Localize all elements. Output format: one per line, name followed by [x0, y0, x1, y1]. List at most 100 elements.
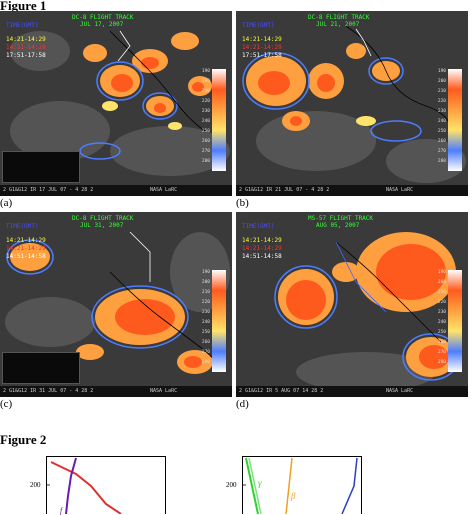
scale-tick-label: 240	[437, 119, 446, 124]
scale-tick-label: 280	[437, 159, 446, 164]
time-header: TIME(GMT)	[6, 22, 39, 29]
figure-1-label: Figure 1	[0, 0, 47, 13]
image-footer: 2 G1&G12 IR 17 JUL 07 - 4 28 2 NASA LaRC	[0, 185, 232, 196]
time-row-3: 14:51-14:58	[6, 253, 46, 260]
footer-left-text: 2 G1&G12 IR 5 AUG 07 14 28 2	[239, 388, 324, 394]
track-date: JUL 31, 2007	[80, 222, 124, 229]
scale-tick-label: 230	[201, 109, 210, 114]
track-title: DC-8 FLIGHT TRACK	[308, 14, 370, 21]
track-title: DC-8 FLIGHT TRACK	[72, 215, 134, 222]
tick-label-200: 200	[226, 481, 237, 489]
altitude-inset	[2, 151, 80, 183]
temperature-scale	[212, 69, 226, 171]
time-row-3: 17:51-17:58	[242, 52, 282, 59]
scale-tick-label: 280	[437, 360, 446, 365]
time-header: TIME(GMT)	[6, 223, 39, 230]
footer-left-text: 2 G1&G12 IR 17 JUL 07 - 4 28 2	[3, 187, 94, 193]
scale-tick-label: 190	[437, 270, 446, 275]
greek-gamma-label: γ	[258, 478, 262, 488]
scale-tick-label: 260	[201, 340, 210, 345]
scale-tick-label: 210	[437, 290, 446, 295]
scale-tick-label: 270	[201, 350, 210, 355]
greek-f-label: f	[60, 506, 63, 515]
greek-beta-label: β	[291, 491, 296, 501]
scale-tick-label: 280	[201, 360, 210, 365]
time-row-1: 14:21-14:29	[6, 36, 46, 43]
scale-tick-label: 260	[437, 139, 446, 144]
time-row-1: 14:21-14:29	[6, 237, 46, 244]
footer-right-text: NASA LaRC	[150, 388, 178, 394]
scale-tick-label: 200	[201, 280, 210, 285]
scale-tick-label: 190	[201, 69, 210, 74]
scale-tick-label: 200	[201, 79, 210, 84]
scale-tick-label: 270	[201, 149, 210, 154]
track-title: MS-57 FLIGHT TRACK	[308, 215, 374, 222]
satellite-image-b	[236, 11, 468, 196]
scale-tick-label: 230	[201, 310, 210, 315]
panel-b-label: (b)	[236, 197, 249, 209]
track-date: JUL 17, 2007	[80, 21, 124, 28]
altitude-inset	[2, 352, 80, 384]
scale-tick-label: 250	[437, 129, 446, 134]
temperature-scale	[448, 69, 462, 171]
time-row-3: 17:51-17:58	[6, 52, 46, 59]
temperature-scale	[212, 270, 226, 372]
scale-tick-label: 210	[437, 89, 446, 94]
time-row-1: 14:21-14:29	[242, 36, 282, 43]
scale-tick-label: 230	[437, 310, 446, 315]
satellite-panel-a: DC-8 FLIGHT TRACK JUL 17, 2007 TIME(GMT)…	[0, 11, 232, 196]
scale-tick-label: 210	[201, 89, 210, 94]
time-row-1: 14:21-14:29	[242, 237, 282, 244]
scale-tick-label: 220	[437, 300, 446, 305]
time-row-2: 14:21-14:29	[242, 245, 282, 252]
temperature-scale	[448, 270, 462, 372]
scale-tick-label: 220	[437, 99, 446, 104]
scale-tick-label: 230	[437, 109, 446, 114]
footer-left-text: 2 G1&G12 IR 31 JUL 07 - 4 28 2	[3, 388, 94, 394]
scale-tick-label: 250	[437, 330, 446, 335]
satellite-panel-c: DC-8 FLIGHT TRACK JUL 31, 2007 TIME(GMT)…	[0, 212, 232, 397]
profile-plot-right: 200 γ β	[226, 456, 362, 514]
satellite-image-d	[236, 212, 468, 397]
scale-tick-label: 260	[437, 340, 446, 345]
track-date: JUL 21, 2007	[316, 21, 360, 28]
panel-d-label: (d)	[236, 398, 249, 410]
satellite-panel-b: DC-8 FLIGHT TRACK JUL 21, 2007 TIME(GMT)…	[236, 11, 468, 196]
scale-tick-label: 200	[437, 280, 446, 285]
time-header: TIME(GMT)	[242, 22, 275, 29]
scale-tick-label: 220	[201, 99, 210, 104]
footer-right-text: NASA LaRC	[386, 388, 414, 394]
time-header: TIME(GMT)	[242, 223, 275, 230]
scale-tick-label: 190	[201, 270, 210, 275]
footer-right-text: NASA LaRC	[386, 187, 414, 193]
figure-2-label: Figure 2	[0, 432, 47, 447]
scale-tick-label: 220	[201, 300, 210, 305]
scale-tick-label: 250	[201, 330, 210, 335]
image-footer: 2 G1&G12 IR 5 AUG 07 14 28 2 NASA LaRC	[236, 386, 468, 397]
time-row-2: 14:21-14:29	[6, 44, 46, 51]
scale-tick-label: 270	[437, 350, 446, 355]
scale-tick-label: 270	[437, 149, 446, 154]
scale-tick-label: 240	[201, 119, 210, 124]
satellite-panel-d: MS-57 FLIGHT TRACK AUG 05, 2007 TIME(GMT…	[236, 212, 468, 397]
scale-tick-label: 250	[201, 129, 210, 134]
scale-tick-label: 200	[437, 79, 446, 84]
image-footer: 2 G1&G12 IR 21 JUL 07 - 4 28 2 NASA LaRC	[236, 185, 468, 196]
track-title: DC-8 FLIGHT TRACK	[72, 14, 134, 21]
footer-right-text: NASA LaRC	[150, 187, 178, 193]
profile-plot-left: 200 f	[30, 456, 166, 515]
scale-tick-label: 190	[437, 69, 446, 74]
track-date: AUG 05, 2007	[316, 222, 360, 229]
scale-tick-label: 210	[201, 290, 210, 295]
footer-left-text: 2 G1&G12 IR 21 JUL 07 - 4 28 2	[239, 187, 330, 193]
tick-label-200: 200	[30, 481, 41, 489]
image-footer: 2 G1&G12 IR 31 JUL 07 - 4 28 2 NASA LaRC	[0, 386, 232, 397]
panel-c-label: (c)	[0, 398, 13, 410]
time-row-3: 14:51-14:58	[242, 253, 282, 260]
scale-tick-label: 240	[437, 320, 446, 325]
time-row-2: 14:21-14:29	[6, 245, 46, 252]
time-row-2: 14:21-14:29	[242, 44, 282, 51]
scale-tick-label: 280	[201, 159, 210, 164]
panel-a-label: (a)	[0, 197, 13, 209]
scale-tick-label: 260	[201, 139, 210, 144]
